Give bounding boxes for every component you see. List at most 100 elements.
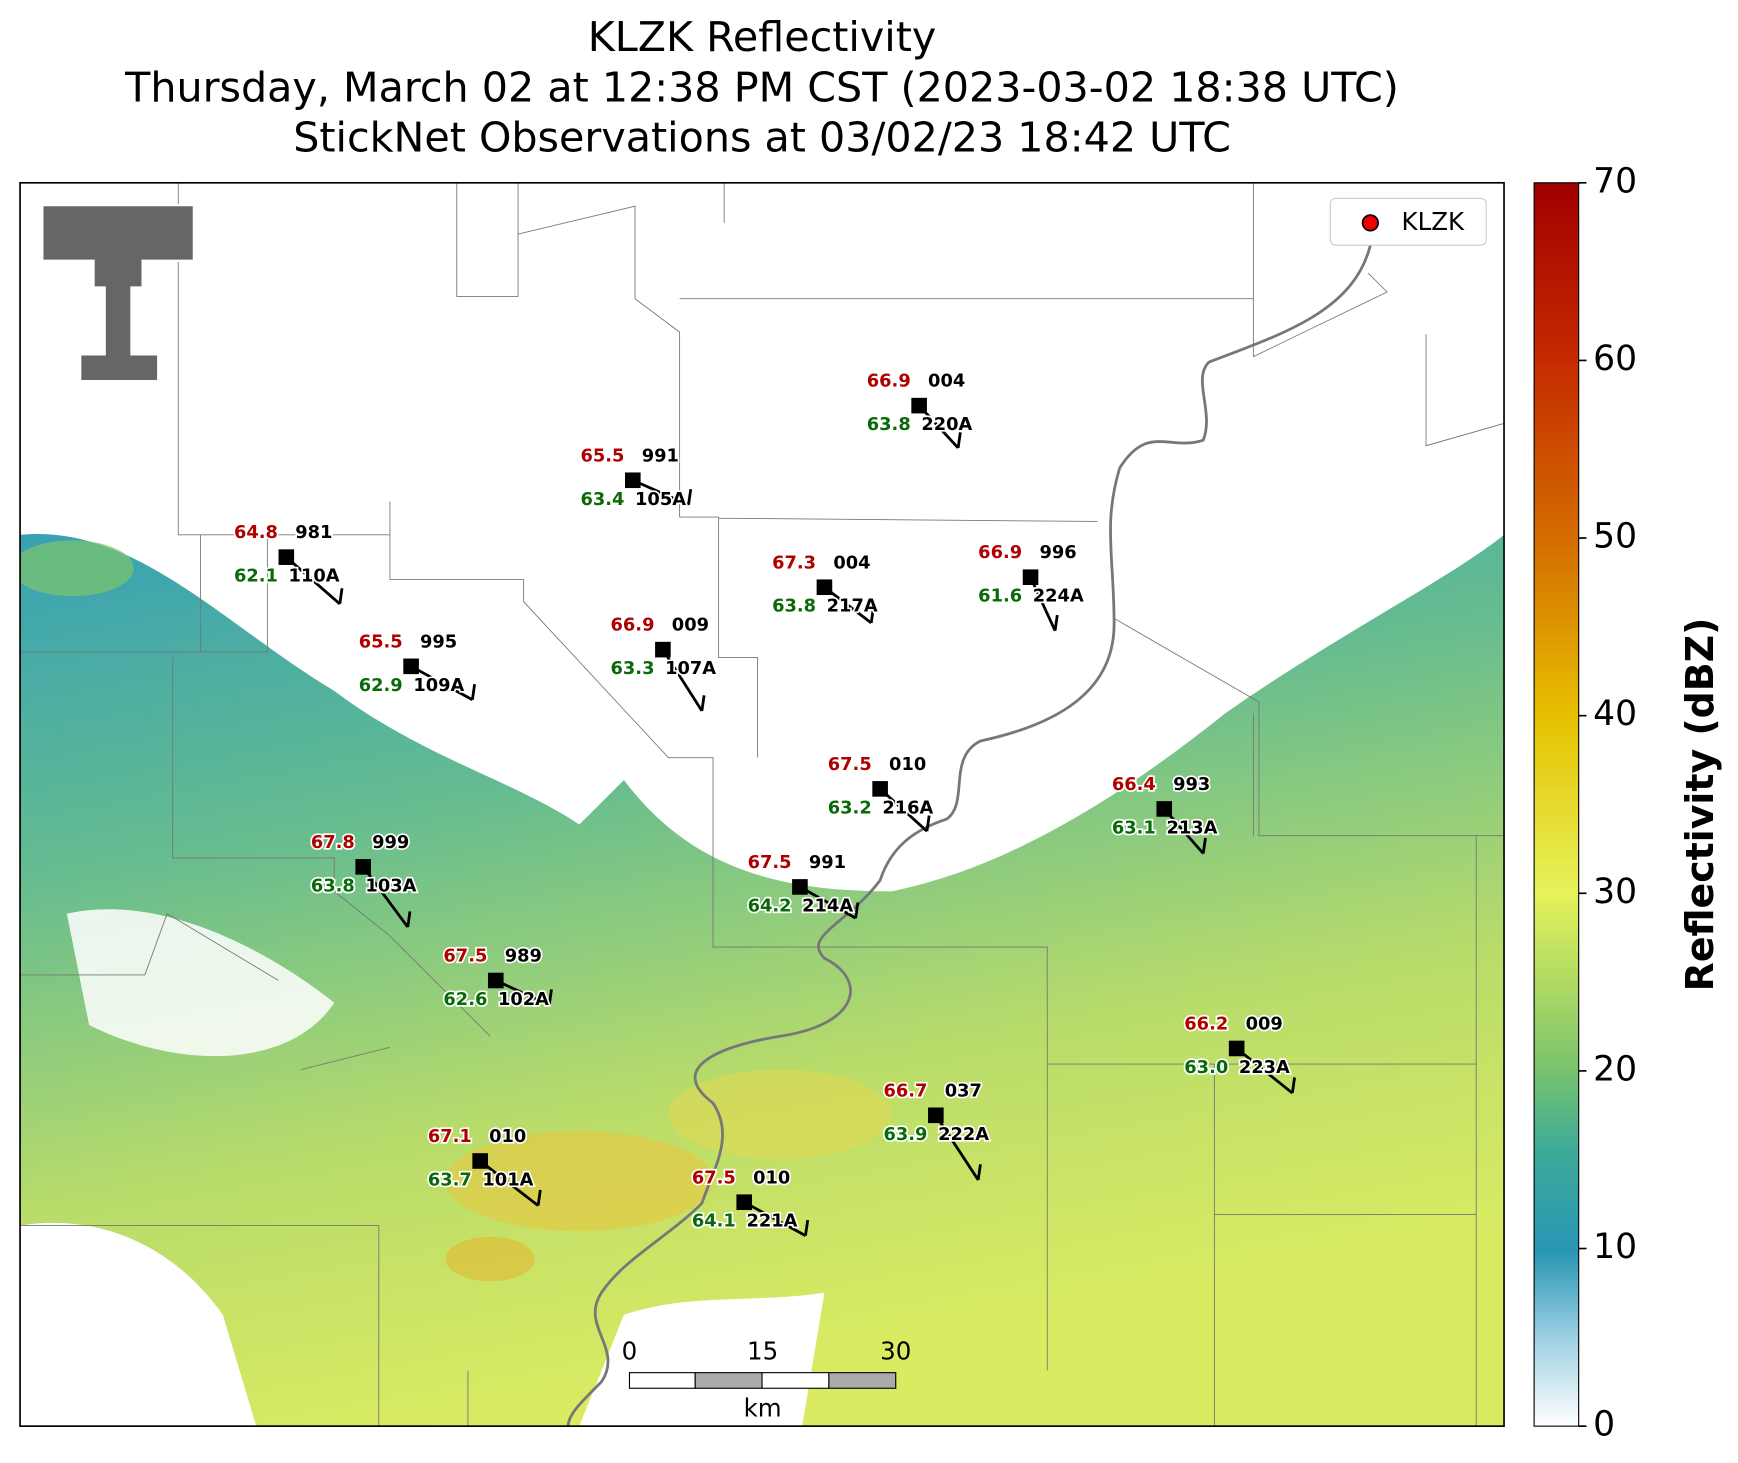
legend-label: KLZK [1402,207,1465,236]
station-marker [1022,569,1039,585]
temperature: 67.5 [692,1167,736,1188]
station-id: 217A [827,596,878,617]
wind-barb [956,432,962,449]
pressure: 004 [833,552,870,573]
dewpoint: 62.9 [359,675,403,696]
station-id: 213A [1166,817,1217,838]
temperature: 67.3 [772,552,816,573]
pressure: 010 [889,754,926,775]
scale-bar [628,1372,897,1389]
station-id: 105A [635,489,686,510]
station-marker [1228,1040,1245,1057]
temperature: 66.9 [611,615,655,636]
station: 65.5 991 63.4 105A [579,444,693,511]
dewpoint: 63.2 [828,797,872,818]
station-marker [928,1107,944,1124]
temperature: 66.9 [978,542,1022,563]
wind-barb [743,1200,807,1237]
station-marker [816,579,833,596]
pressure: 010 [753,1167,790,1188]
dewpoint: 63.9 [883,1124,927,1145]
station: 66.9 004 63.8 220A [865,369,974,449]
temperature: 66.7 [883,1080,927,1101]
temperature: 65.5 [580,445,624,466]
wind-barb [1201,837,1207,854]
pressure: 996 [1039,542,1076,563]
pressure: 995 [420,631,457,652]
wind-barb [285,556,341,605]
logo [41,203,195,383]
legend-marker [1361,214,1379,232]
wind-barb [410,665,474,701]
station-id: 109A [413,675,464,696]
temperature: 67.5 [443,946,487,967]
station-id: 224A [1033,586,1084,607]
wind-barb [479,1159,539,1207]
dewpoint: 63.8 [311,875,355,896]
station-marker [403,658,419,675]
wind-barb [495,979,550,1007]
wind-barb [362,866,409,928]
station: 66.4 993 63.1 213A [1110,772,1219,855]
scale-tick-label: 30 [880,1337,911,1366]
station-marker [472,1153,488,1169]
station-id: 101A [482,1169,533,1190]
station-id: 110A [289,566,340,587]
station-marker [655,641,671,658]
wind-barb [925,815,931,832]
station: 67.8 999 63.8 103A [309,830,418,928]
station-id: 221A [746,1211,797,1232]
pressure: 989 [505,946,542,967]
pressure: 009 [672,615,709,636]
temperature: 66.9 [867,371,911,392]
temperature: 67.5 [828,754,872,775]
pressure: 993 [1173,774,1210,795]
wind-barb [976,1164,982,1181]
title: KLZK Reflectivity [588,13,937,61]
colorbar-tick-label: 60 [1593,339,1637,379]
pressure: 981 [295,522,332,543]
wind-barb [338,588,344,605]
scale-tick-label: 0 [622,1337,638,1366]
dewpoint: 63.8 [867,414,911,435]
map-frame [19,181,1505,1427]
station-id: 214A [802,895,853,916]
pressure: 037 [945,1080,982,1101]
scale-unit: km [744,1393,782,1422]
wind-barb [687,488,693,505]
pressure: 999 [372,832,409,853]
subtitle: StickNet Observations at 03/02/23 18:42 … [293,113,1231,161]
dewpoint: 63.0 [1184,1057,1228,1078]
wind-barb [661,648,704,712]
dewpoint: 63.8 [772,596,816,617]
station: 66.2 009 63.0 223A [1183,1012,1296,1095]
dewpoint: 63.7 [428,1169,472,1190]
map [20,182,1505,1427]
wind-barb [799,885,857,920]
colorbar-tick-label: 70 [1593,161,1637,201]
station-marker [625,472,641,489]
colorbar-tick-label: 0 [1593,1405,1615,1445]
station-marker [736,1194,753,1211]
wind-barb [1053,614,1059,631]
colorbar-tick-label: 40 [1593,694,1637,734]
legend: KLZK [1329,197,1487,246]
subtitle: Thursday, March 02 at 12:38 PM CST (2023… [124,63,1399,111]
wind-barb [536,1189,542,1206]
station: 67.3 004 63.8 217A [770,551,880,624]
station: 64.8 981 62.1 110A [232,521,344,605]
station-marker [792,879,808,895]
colorbar-label: Reflectivity (dBZ) [1678,618,1722,992]
colorbar-tick-label: 30 [1593,872,1637,912]
colorbar [1533,182,1580,1427]
dewpoint: 61.6 [978,586,1022,607]
station: 67.5 010 64.1 221A [690,1166,810,1237]
wind-barb [1235,1047,1294,1095]
wind-barb [406,911,412,928]
wind-barb [1029,576,1057,632]
station: 66.7 037 63.9 222A [882,1079,991,1181]
station-id: 103A [365,875,416,896]
wind-barb [854,902,860,919]
station: 67.5 991 64.2 214A [746,850,860,920]
